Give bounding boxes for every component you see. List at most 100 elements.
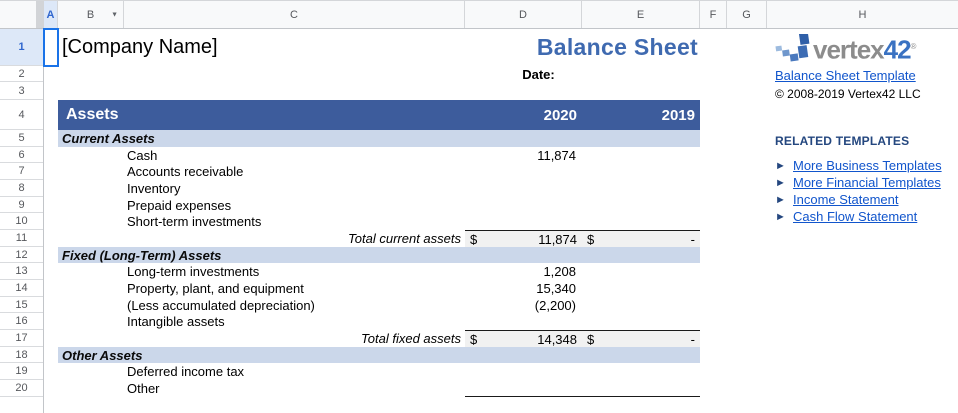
select-all-corner[interactable] xyxy=(0,1,44,28)
row-header-18[interactable]: 18 xyxy=(0,347,43,363)
cell-a18[interactable] xyxy=(44,347,58,363)
cell-e6[interactable] xyxy=(582,147,700,163)
cell-a15[interactable] xyxy=(44,297,58,313)
column-header-c[interactable]: C xyxy=(124,1,465,28)
section-other-assets[interactable]: Other Assets xyxy=(58,347,700,363)
cell-a5[interactable] xyxy=(44,130,58,147)
row-header-4[interactable]: 4 xyxy=(0,100,43,130)
cell-b8[interactable] xyxy=(58,180,124,197)
item-value-cell[interactable] xyxy=(465,213,582,230)
row-header-11[interactable]: 11 xyxy=(0,230,43,247)
cell-e10[interactable] xyxy=(582,213,700,230)
item-value-cell[interactable]: 1,208 xyxy=(543,264,576,279)
item-label-cell[interactable]: Prepaid expenses xyxy=(127,197,232,213)
cell-c2[interactable] xyxy=(124,66,465,82)
cell-a2[interactable] xyxy=(44,66,58,82)
row-header-3[interactable]: 3 xyxy=(0,82,43,100)
total-fixed-2019-cell[interactable]: $ - xyxy=(582,330,700,347)
row-header-1[interactable]: 1 xyxy=(0,29,43,66)
cell-e20[interactable] xyxy=(582,380,700,397)
row-header-2[interactable]: 2 xyxy=(0,66,43,82)
item-value-cell[interactable]: 15,340 xyxy=(536,281,576,296)
link-income-statement[interactable]: ► Income Statement xyxy=(775,191,958,208)
vertex42-logo[interactable]: vertex42® xyxy=(775,32,958,65)
cell-a4[interactable] xyxy=(44,100,58,130)
column-header-f[interactable]: F xyxy=(700,1,727,28)
row-header-16[interactable]: 16 xyxy=(0,313,43,330)
item-label-cell[interactable]: (Less accumulated depreciation) xyxy=(127,297,315,313)
cell-b16[interactable] xyxy=(58,313,124,330)
cell-b7[interactable] xyxy=(58,163,124,180)
row-header-13[interactable]: 13 xyxy=(0,263,43,280)
column-header-b[interactable]: B ▼ xyxy=(58,1,124,28)
cell-b2[interactable] xyxy=(58,66,124,82)
row-header-20[interactable]: 20 xyxy=(0,380,43,397)
total-fixed-assets-label[interactable]: Total fixed assets xyxy=(361,331,461,346)
balance-sheet-template-link[interactable]: Balance Sheet Template xyxy=(775,68,916,83)
total-current-2020-cell[interactable]: $ 11,874 xyxy=(465,230,582,247)
cell-a13[interactable] xyxy=(44,263,58,280)
column-header-h[interactable]: H xyxy=(858,8,867,21)
row-header-15[interactable]: 15 xyxy=(0,297,43,313)
cell-b13[interactable] xyxy=(58,263,124,280)
total-current-assets-label[interactable]: Total current assets xyxy=(348,231,461,246)
row-header-19[interactable]: 19 xyxy=(0,363,43,380)
row-header-10[interactable]: 10 xyxy=(0,213,43,230)
cell-a10[interactable] xyxy=(44,213,58,230)
item-value-cell[interactable] xyxy=(465,363,582,380)
total-current-2019-cell[interactable]: $ - xyxy=(582,230,700,247)
cell-b6[interactable] xyxy=(58,147,124,163)
cell-a8[interactable] xyxy=(44,180,58,197)
item-label-cell[interactable]: Cash xyxy=(127,147,158,163)
row-header-9[interactable]: 9 xyxy=(0,197,43,213)
link-more-financial-templates[interactable]: ► More Financial Templates xyxy=(775,174,958,191)
column-header-e[interactable]: E xyxy=(582,1,700,28)
cell-b10[interactable] xyxy=(58,213,124,230)
cell-b20[interactable] xyxy=(58,380,124,397)
cell-a19[interactable] xyxy=(44,363,58,380)
item-value-cell[interactable]: 11,874 xyxy=(537,147,576,163)
date-label-cell[interactable]: Date: xyxy=(522,66,555,82)
section-current-assets[interactable]: Current Assets xyxy=(58,130,700,147)
column-b-dropdown-icon[interactable]: ▼ xyxy=(111,11,118,18)
cell-a12[interactable] xyxy=(44,247,58,263)
link-cash-flow-statement[interactable]: ► Cash Flow Statement xyxy=(775,208,958,225)
row-header-5[interactable]: 5 xyxy=(0,130,43,147)
item-label-cell[interactable]: Short-term investments xyxy=(127,214,262,229)
cell-a20[interactable] xyxy=(44,380,58,397)
total-fixed-2020-cell[interactable]: $ 14,348 xyxy=(465,330,582,347)
cell-b15[interactable] xyxy=(58,297,124,313)
cell-b14[interactable] xyxy=(58,280,124,297)
item-value-cell[interactable] xyxy=(465,380,582,397)
section-fixed-assets[interactable]: Fixed (Long-Term) Assets xyxy=(58,247,700,263)
column-header-g[interactable]: G xyxy=(727,1,767,28)
cell-e8[interactable] xyxy=(582,180,700,197)
cell-e13[interactable] xyxy=(582,263,700,280)
row-header-8[interactable]: 8 xyxy=(0,180,43,197)
row-header-14[interactable]: 14 xyxy=(0,280,43,297)
item-label-cell[interactable]: Inventory xyxy=(127,181,181,196)
column-header-d[interactable]: D xyxy=(465,1,582,28)
item-label-cell[interactable]: Deferred income tax xyxy=(127,364,245,379)
item-value-cell[interactable] xyxy=(465,163,582,180)
sheet-title-cell[interactable]: Balance Sheet xyxy=(536,34,698,60)
link-more-business-templates[interactable]: ► More Business Templates xyxy=(775,157,958,174)
cell-a17[interactable] xyxy=(44,330,58,347)
cell-e16[interactable] xyxy=(582,313,700,330)
cell-e15[interactable] xyxy=(582,297,700,313)
cell-a16[interactable] xyxy=(44,313,58,330)
item-label-cell[interactable]: Other xyxy=(127,381,160,396)
item-label-cell[interactable]: Property, plant, and equipment xyxy=(127,281,304,296)
assets-header-bar[interactable]: Assets 2020 2019 xyxy=(58,100,700,130)
row-header-7[interactable]: 7 xyxy=(0,163,43,180)
item-label-cell[interactable]: Long-term investments xyxy=(127,264,260,279)
item-value-cell[interactable] xyxy=(465,197,582,213)
cell-a9[interactable] xyxy=(44,197,58,213)
row-header-17[interactable]: 17 xyxy=(0,330,43,347)
item-value-cell[interactable] xyxy=(465,180,582,197)
cell-e19[interactable] xyxy=(582,363,700,380)
cell-e14[interactable] xyxy=(582,280,700,297)
cell-a6[interactable] xyxy=(44,147,58,163)
cell-a14[interactable] xyxy=(44,280,58,297)
cell-b19[interactable] xyxy=(58,363,124,380)
